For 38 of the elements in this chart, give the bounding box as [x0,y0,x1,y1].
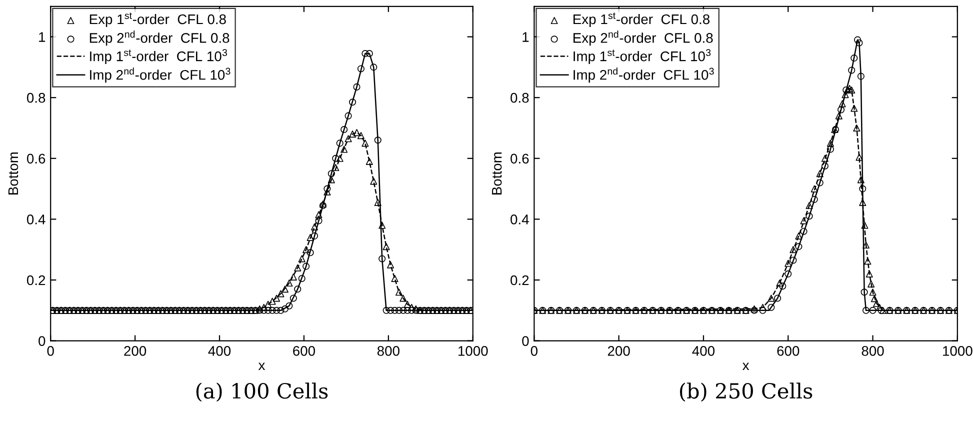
x-tick-label: 1000 [943,346,972,356]
legend-label: Imp 1$^{st}$-order CFL 10$^{3}$ [574,49,711,64]
x-tick-label: 800 [377,346,400,356]
legend-label: Exp 2$^{nd}$-order CFL 0.8 [574,30,713,46]
y-tick-label: 1 [522,32,529,42]
y-tick-label: 0 [38,336,46,346]
text: (a) 100 Cells [196,382,328,402]
x-tick-label: 1000 [458,346,488,356]
x-tick-label: 200 [608,346,630,356]
y-tick-label: 0.8 [510,92,529,103]
y-tick-label: 0.6 [26,154,46,164]
y-axis-title: Bottom [8,152,18,194]
legend-label: Imp 2$^{nd}$-order CFL 10$^{3}$ [574,68,714,83]
legend-label: Imp 1$^{st}$-order CFL 10$^{3}$ [90,49,228,64]
text: (b) 250 Cells [680,382,812,402]
y-tick-label: 0.4 [510,214,529,224]
x-tick-label: 600 [777,346,800,356]
y-tick-label: 0.6 [510,154,529,164]
y-tick-label: 0.2 [510,275,529,286]
legend-label: Imp 2$^{nd}$-order CFL 10$^{3}$ [90,68,230,83]
y-tick-label: 1 [39,32,46,42]
x-axis-title: x [742,362,750,370]
legend-label: Exp 1$^{st}$-order CFL 0.8 [90,12,226,27]
y-tick-label: 0 [522,336,529,346]
legend-label: Exp 1$^{st}$-order CFL 0.8 [574,12,710,27]
x-tick-label: 0 [47,346,54,356]
x-tick-label: 600 [293,346,316,356]
y-tick-label: 0.2 [26,275,46,286]
legend-label: Exp 2$^{nd}$-order CFL 0.8 [90,30,230,46]
x-tick-label: 800 [862,346,884,356]
x-axis-title: x [258,362,266,370]
y-axis-title: Bottom [492,152,502,194]
y-tick-label: 0.4 [26,214,46,224]
y-tick-label: 0.8 [26,92,46,103]
x-tick-label: 0 [530,346,538,356]
x-tick-label: 200 [124,346,146,356]
x-tick-label: 400 [208,346,231,356]
x-tick-label: 400 [692,346,715,356]
